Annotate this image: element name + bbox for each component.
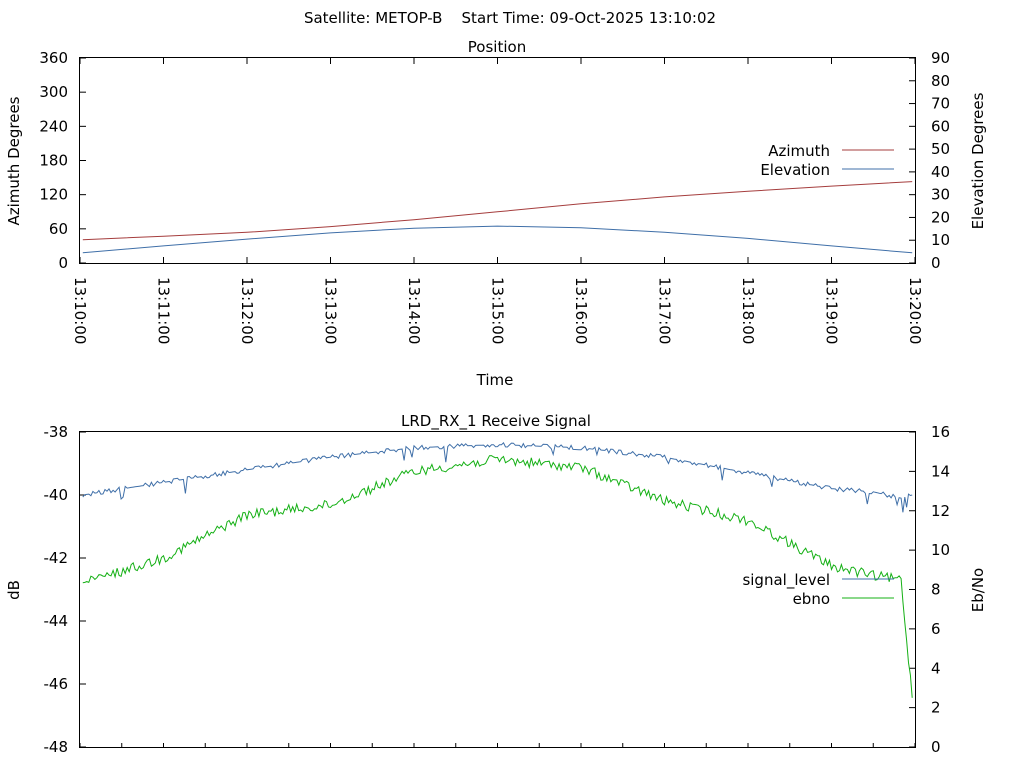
y2-tick-label: 80 [931,72,950,90]
position-chart: Position 0 60 120 180 240 300 360 0 10 20 30 40 50 6… [5,38,987,389]
y2-tick-label: 10 [931,231,950,249]
signal-series [82,441,913,698]
position-y2-axis-label: Elevation Degrees [969,92,987,229]
y-tick-label: -44 [44,612,69,630]
y-tick-label: 120 [39,186,68,204]
signal-y-axis-label: dB [5,580,23,600]
x-tick-label: 13:17:00 [656,277,674,344]
y2-tick-label: 12 [931,502,950,520]
y2-tick-label: 6 [931,620,941,638]
y2-tick-label: 2 [931,699,941,717]
y2-tick-label: 30 [931,186,950,204]
x-tick-label: 13:11:00 [155,277,173,344]
position-series [82,181,913,254]
x-tick-label: 13:14:00 [405,277,423,344]
series-line-signal-level [82,441,913,513]
receive-signal-chart: LRD_RX_1 Receive Signal -48-46-44-42-40-… [5,412,987,756]
x-tick-label: 13:19:00 [823,277,841,344]
series-line-azimuth [82,181,913,241]
y2-tick-label: 60 [931,117,950,135]
x-tick-label: 13:18:00 [739,277,757,344]
legend-label-elevation: Elevation [760,161,830,179]
signal-x-axis [79,743,916,747]
y-tick-label: 0 [58,254,68,272]
position-y-axis-label: Azimuth Degrees [5,96,23,225]
y2-tick-label: 0 [931,254,941,272]
y2-tick-label: 40 [931,163,950,181]
x-tick-label: 13:10:00 [71,277,89,344]
y2-tick-label: 8 [931,581,941,599]
y-tick-label: -38 [44,423,69,441]
y-tick-label: 360 [39,49,68,67]
x-tick-label: 13:20:00 [906,277,924,344]
position-y2-axis: 0 10 20 30 40 50 60 70 80 90 [909,49,950,272]
y2-tick-label: 10 [931,541,950,559]
y-tick-label: 240 [39,117,68,135]
y-tick-label: 180 [39,152,68,170]
signal-plot-frame [79,431,916,748]
signal-y-axis: -48 -46 -44 -42 -40 -38 [44,423,86,756]
x-tick-label: 13:15:00 [489,277,507,344]
y2-tick-label: 4 [931,659,941,677]
main-title: Satellite: METOP-B Start Time: 09-Oct-20… [304,9,716,27]
x-tick-label: 13:12:00 [238,277,256,344]
signal-legend: signal_level ebno [742,571,894,608]
legend-label-ebno: ebno [793,590,830,608]
x-tick-label: 13:16:00 [572,277,590,344]
y2-tick-label: 14 [931,462,950,480]
series-line-ebno [82,455,913,698]
position-legend: Azimuth Elevation [760,142,894,179]
legend-label-azimuth: Azimuth [768,142,830,160]
y2-tick-label: 20 [931,208,950,226]
position-y-axis: 0 60 120 180 240 300 360 [39,49,86,272]
y2-tick-label: 0 [931,738,941,756]
series-line-elevation [82,225,913,254]
signal-y2-axis: 0 2 4 6 8 10 12 14 16 [909,423,950,756]
y-tick-label: -46 [44,675,69,693]
y-tick-label: 300 [39,83,68,101]
y-tick-label: 60 [49,220,68,238]
legend-label-signal-level: signal_level [742,571,830,590]
position-chart-title: Position [468,38,526,56]
y2-tick-label: 90 [931,49,950,67]
position-x-axis-label: Time [476,371,514,389]
y-tick-label: -42 [44,549,69,567]
signal-chart-title: LRD_RX_1 Receive Signal [401,412,591,431]
position-plot-frame [79,57,916,264]
signal-y2-axis-label: Eb/No [969,568,987,612]
position-x-axis: 13:10:00 13:11:00 13:12:00 13:13:00 13:14:00… [71,58,924,344]
x-tick-label: 13:13:00 [322,277,340,344]
y2-tick-label: 16 [931,423,950,441]
y2-tick-label: 70 [931,95,950,113]
y2-tick-label: 50 [931,140,950,158]
y-tick-label: -48 [44,738,69,756]
y-tick-label: -40 [44,486,69,504]
